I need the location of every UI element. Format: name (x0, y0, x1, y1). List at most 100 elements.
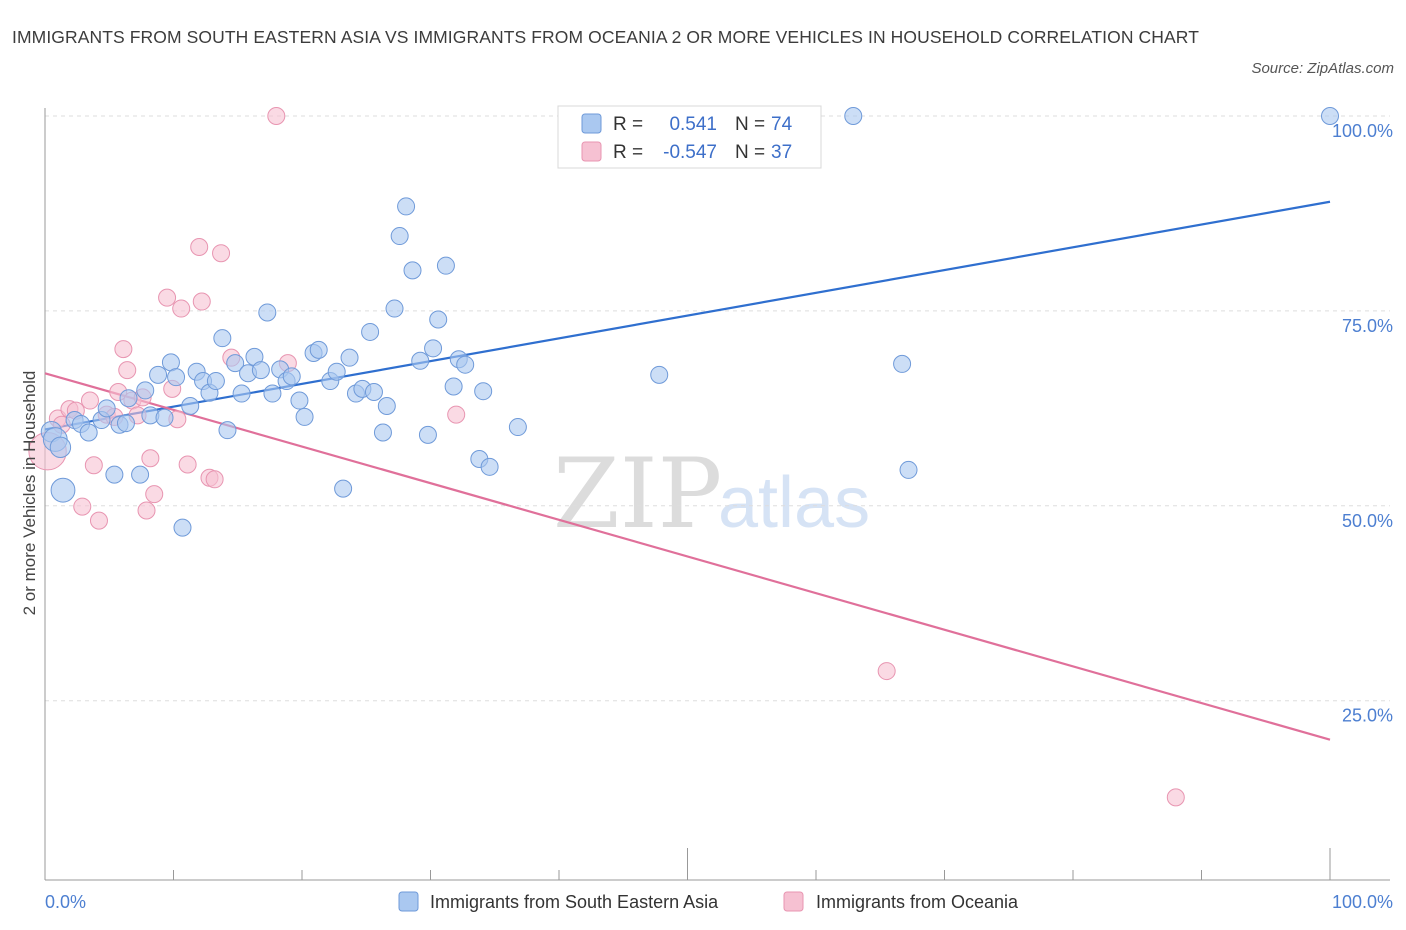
point-oceania-13 (118, 361, 137, 380)
point-sea-45 (340, 348, 359, 367)
point-sea-66 (480, 457, 499, 476)
point-sea-58 (424, 339, 443, 358)
point-sea-12 (119, 389, 138, 408)
point-oceania-7 (84, 456, 103, 475)
point-sea-61 (444, 377, 463, 396)
point-sea-33 (258, 303, 277, 322)
y-tick-label-1: 50.0% (1342, 511, 1393, 531)
point-sea-49 (364, 382, 383, 401)
point-oceania-35 (1166, 788, 1185, 807)
point-sea-59 (429, 310, 448, 329)
point-sea-48 (361, 322, 380, 341)
point-oceania-26 (192, 292, 211, 311)
point-sea-39 (295, 407, 314, 426)
stats-n-label-1: N = (735, 114, 765, 135)
stats-box: R = 0.541 N = 74 R = -0.547 N = 37 (557, 105, 822, 169)
point-oceania-8 (89, 511, 108, 530)
point-sea-67 (508, 418, 527, 437)
stats-swatch-pink (581, 141, 602, 162)
point-sea-65 (474, 382, 493, 401)
stats-box-frame (557, 105, 822, 169)
watermark-atlas: atlas (718, 463, 870, 543)
point-oceania-28 (205, 470, 224, 489)
point-sea-56 (411, 351, 430, 370)
point-sea-55 (403, 261, 422, 280)
stats-n-value-2: 37 (771, 142, 792, 163)
data-points (28, 107, 1339, 807)
point-oceania-23 (172, 299, 191, 318)
stats-n-label-2: N = (735, 142, 765, 163)
point-sea-34 (263, 384, 282, 403)
point-sea-44 (334, 479, 353, 498)
point-sea-14 (136, 381, 155, 400)
point-oceania-5 (73, 497, 92, 516)
y-tick-label-3: 100.0% (1332, 121, 1393, 141)
point-sea-41 (309, 340, 328, 359)
point-sea-2 (49, 436, 72, 459)
x-tick-label-1: 100.0% (1332, 892, 1393, 912)
point-sea-8 (97, 399, 116, 418)
point-sea-25 (206, 372, 225, 391)
y-axis-label: 2 or more Vehicles in Household (20, 371, 39, 616)
point-sea-16 (149, 365, 168, 384)
point-sea-13 (131, 465, 150, 484)
trend-line-sea (44, 200, 1331, 431)
point-sea-20 (173, 518, 192, 537)
stats-n-value-1: 74 (771, 114, 793, 135)
point-sea-72 (1321, 107, 1339, 125)
point-oceania-19 (145, 485, 164, 504)
point-sea-38 (290, 391, 309, 410)
point-oceania-6 (80, 391, 99, 410)
point-sea-9 (105, 465, 124, 484)
point-oceania-31 (267, 107, 286, 125)
point-sea-37 (282, 367, 301, 386)
point-sea-26 (213, 329, 232, 348)
point-sea-60 (436, 256, 455, 275)
y-tick-label-2: 75.0% (1342, 316, 1393, 336)
gridlines (45, 115, 1390, 702)
legend-label-oceania: Immigrants from Oceania (816, 892, 1019, 912)
legend-swatch-pink (783, 891, 804, 912)
point-sea-52 (385, 299, 404, 318)
point-sea-54 (397, 197, 416, 216)
point-sea-51 (377, 397, 396, 416)
point-sea-29 (232, 384, 251, 403)
point-sea-69 (844, 107, 863, 125)
point-sea-6 (79, 423, 98, 442)
point-oceania-20 (158, 288, 177, 307)
point-oceania-34 (877, 662, 896, 681)
trend-lines (44, 200, 1331, 741)
point-oceania-25 (190, 237, 209, 256)
point-sea-53 (390, 227, 409, 246)
point-sea-28 (226, 354, 245, 373)
stats-r-value-1: 0.541 (669, 114, 717, 135)
stats-r-label-1: R = (613, 114, 643, 135)
point-oceania-29 (212, 244, 231, 263)
point-sea-68 (650, 365, 669, 384)
point-sea-19 (167, 368, 186, 387)
point-sea-63 (456, 355, 475, 374)
point-sea-70 (893, 354, 912, 373)
point-oceania-24 (178, 455, 197, 474)
point-sea-50 (373, 423, 392, 442)
axes (44, 108, 1390, 881)
y-tick-labels: 25.0% 50.0% 75.0% 100.0% (1332, 121, 1393, 726)
point-sea-3 (50, 477, 76, 503)
point-sea-43 (327, 362, 346, 381)
stats-r-label-2: R = (613, 142, 643, 163)
chart-title: IMMIGRANTS FROM SOUTH EASTERN ASIA VS IM… (12, 27, 1199, 47)
y-tick-label-0: 25.0% (1342, 706, 1393, 726)
point-sea-11 (116, 414, 135, 433)
x-tick-labels: 0.0% 100.0% (45, 892, 1393, 912)
point-oceania-18 (141, 449, 160, 468)
point-sea-32 (251, 361, 270, 380)
point-sea-71 (899, 460, 918, 479)
legend-swatch-blue (398, 891, 419, 912)
point-sea-57 (418, 425, 437, 444)
point-sea-21 (181, 397, 200, 416)
point-oceania-33 (447, 405, 466, 424)
point-oceania-17 (137, 501, 156, 520)
point-sea-27 (218, 421, 237, 440)
source-credit: Source: ZipAtlas.com (1251, 60, 1394, 77)
